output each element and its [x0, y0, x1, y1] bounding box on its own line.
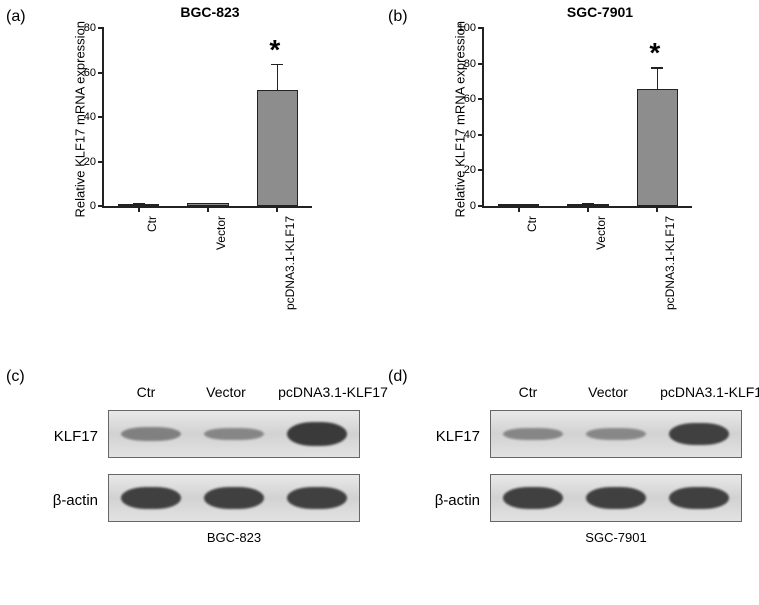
ytick	[98, 72, 104, 74]
panel-letter-a: (a)	[6, 8, 26, 26]
ytick	[478, 98, 484, 100]
wb-c-footer: BGC-823	[108, 530, 360, 545]
ytick	[478, 134, 484, 136]
ytick-label: 20	[452, 164, 476, 176]
wb-c-row-actin: β-actin	[38, 492, 98, 509]
error-cap	[513, 204, 525, 206]
ytick-label: 40	[72, 111, 96, 123]
blot-band	[121, 487, 181, 509]
error-bar	[277, 64, 279, 91]
ytick-label: 60	[452, 93, 476, 105]
blot-band	[121, 427, 181, 441]
xtick	[587, 206, 589, 212]
xtick-label: pcDNA3.1-KLF17	[663, 216, 677, 316]
western-c: CtrVectorpcDNA3.1-KLF17 KLF17 β-actin BG…	[40, 370, 370, 590]
xtick	[656, 206, 658, 212]
wb-col-header: Vector	[196, 384, 256, 400]
ytick-label: 60	[72, 67, 96, 79]
blot-band	[586, 428, 646, 440]
panel-letter-c: (c)	[6, 368, 25, 386]
western-d: CtrVectorpcDNA3.1-KLF17 KLF17 β-actin SG…	[422, 370, 752, 590]
ytick-label: 0	[72, 200, 96, 212]
xtick-label: Vector	[214, 216, 228, 316]
xtick-label: Vector	[594, 216, 608, 316]
ytick-label: 80	[452, 58, 476, 70]
ytick	[478, 27, 484, 29]
chart-a-plot: 020406080CtrVector*pcDNA3.1-KLF17	[102, 28, 312, 208]
error-cap	[582, 203, 594, 205]
wb-d-klf17-box	[490, 410, 742, 458]
chart-b-title: SGC-7901	[540, 4, 660, 20]
blot-band	[287, 487, 347, 509]
wb-col-header: Ctr	[508, 384, 548, 400]
ytick	[478, 63, 484, 65]
wb-d-footer: SGC-7901	[490, 530, 742, 545]
blot-band	[503, 428, 563, 441]
blot-band	[503, 487, 563, 509]
ytick	[98, 27, 104, 29]
panel-letter-d: (d)	[388, 368, 408, 386]
bar	[257, 90, 299, 206]
blot-band	[669, 423, 729, 445]
ytick-label: 0	[452, 200, 476, 212]
ytick-label: 20	[72, 156, 96, 168]
chart-b: Relative KLF17 mRNA expression 020406080…	[420, 20, 740, 300]
wb-c-klf17-box	[108, 410, 360, 458]
chart-b-ylabel: Relative KLF17 mRNA expression	[453, 18, 468, 218]
panel-letter-b: (b)	[388, 8, 408, 26]
wb-c-row-klf17: KLF17	[38, 428, 98, 445]
ytick	[478, 205, 484, 207]
blot-band	[586, 487, 646, 509]
xtick-label: Ctr	[525, 216, 539, 316]
xtick-label: pcDNA3.1-KLF17	[283, 216, 297, 316]
error-cap	[202, 203, 214, 205]
wb-col-header: pcDNA3.1-KLF17	[645, 384, 759, 400]
chart-b-plot: 020406080100CtrVector*pcDNA3.1-KLF17	[482, 28, 692, 208]
ytick-label: 40	[452, 129, 476, 141]
xtick	[276, 206, 278, 212]
ytick	[98, 161, 104, 163]
bar	[637, 89, 679, 206]
blot-band	[204, 428, 264, 441]
chart-a: Relative KLF17 mRNA expression 020406080…	[40, 20, 360, 300]
wb-d-row-actin: β-actin	[420, 492, 480, 509]
wb-c-actin-box	[108, 474, 360, 522]
ytick	[98, 205, 104, 207]
xtick	[207, 206, 209, 212]
blot-band	[669, 487, 729, 509]
significance-marker: *	[649, 37, 660, 69]
ytick	[478, 169, 484, 171]
blot-band	[287, 422, 347, 445]
ytick-label: 80	[72, 22, 96, 34]
xtick	[138, 206, 140, 212]
chart-a-title: BGC-823	[150, 4, 270, 20]
error-bar	[657, 67, 659, 88]
wb-col-header: pcDNA3.1-KLF17	[263, 384, 403, 400]
wb-col-header: Vector	[578, 384, 638, 400]
significance-marker: *	[269, 34, 280, 66]
wb-col-header: Ctr	[126, 384, 166, 400]
error-cap	[133, 203, 145, 205]
xtick	[518, 206, 520, 212]
wb-d-row-klf17: KLF17	[420, 428, 480, 445]
blot-band	[204, 487, 264, 509]
xtick-label: Ctr	[145, 216, 159, 316]
ytick-label: 100	[452, 22, 476, 34]
wb-d-actin-box	[490, 474, 742, 522]
ytick	[98, 116, 104, 118]
